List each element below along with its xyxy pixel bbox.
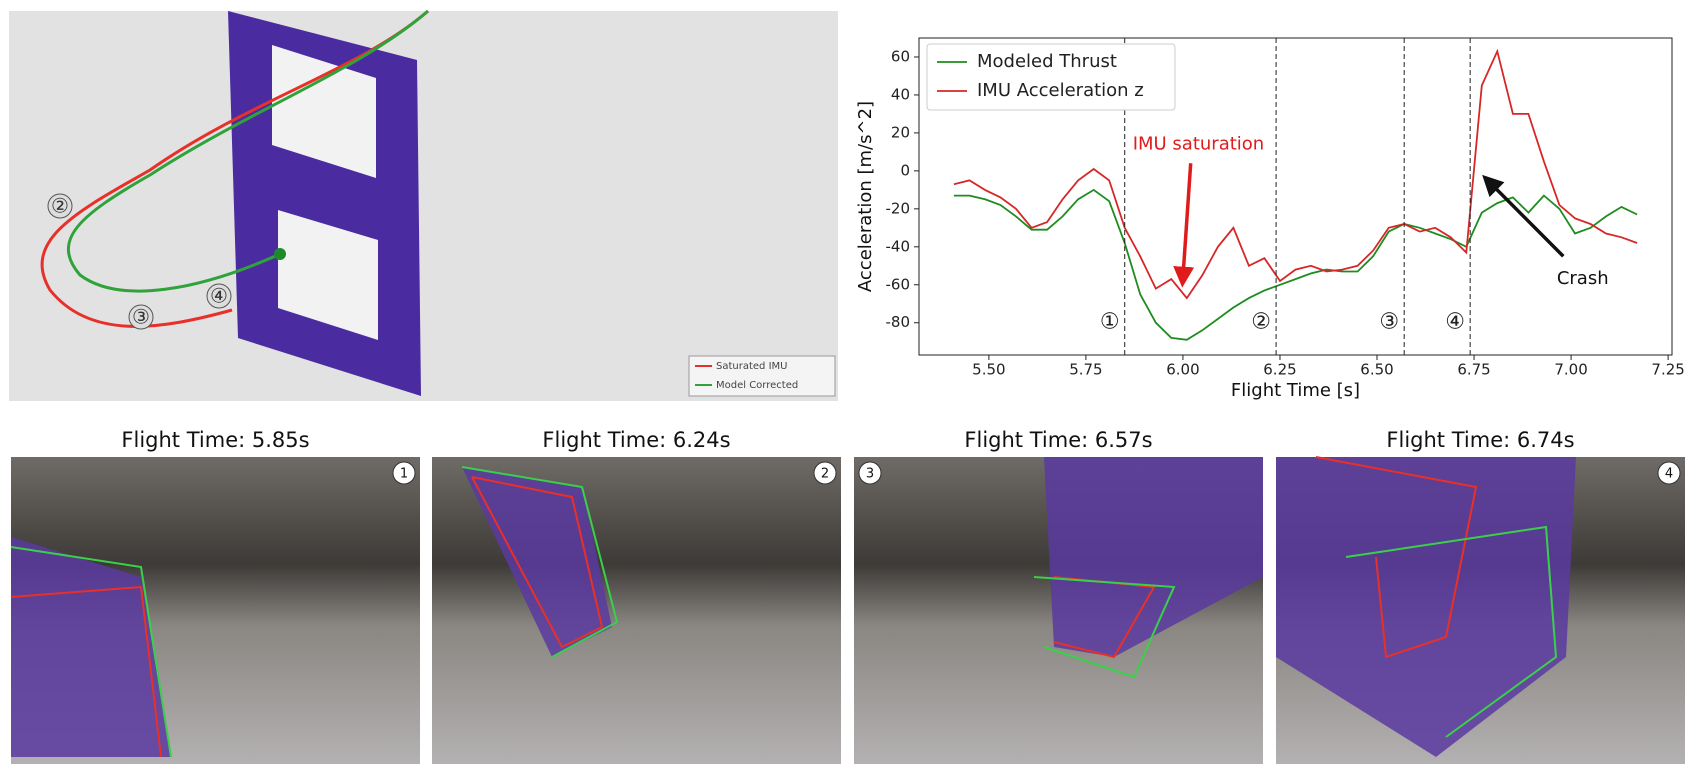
x-tick-label: 5.75 xyxy=(1069,361,1102,379)
event-label: ① xyxy=(1100,310,1120,335)
series-line xyxy=(953,48,1638,300)
green-box xyxy=(461,466,619,658)
x-tick-label: 7.25 xyxy=(1651,361,1684,379)
y-tick-label: -20 xyxy=(886,199,911,217)
plot-frame xyxy=(918,37,1673,356)
gate-window xyxy=(272,45,376,178)
legend-box xyxy=(926,43,1176,111)
badge-label: 2 xyxy=(821,467,829,482)
legend-label: Saturated IMU xyxy=(716,361,787,372)
green-trajectory xyxy=(67,9,429,293)
y-tick-label: 60 xyxy=(891,47,910,65)
badge xyxy=(1657,461,1681,485)
green-box xyxy=(10,546,172,758)
panel-title: Flight Time: 6.74s xyxy=(1386,428,1574,452)
y-tick-label: 20 xyxy=(891,123,910,141)
event-label: ③ xyxy=(1379,310,1399,335)
x-tick-label: 7.00 xyxy=(1554,361,1587,379)
y-tick-label: -80 xyxy=(886,313,911,331)
badge-label: 4 xyxy=(1665,467,1673,482)
series-line xyxy=(953,188,1638,341)
gate-in-photo xyxy=(1044,457,1263,657)
end-point xyxy=(274,248,286,260)
y-axis-label: Acceleration [m/s^2] xyxy=(855,101,876,292)
photo-panel: 2 xyxy=(432,457,841,764)
y-tick-label: -40 xyxy=(886,237,911,255)
red-box xyxy=(471,476,604,649)
event-label: ④ xyxy=(1445,310,1465,335)
photo-panel: 4 xyxy=(1276,456,1685,764)
y-tick-label: 0 xyxy=(900,161,910,179)
panel-title: Flight Time: 5.85s xyxy=(121,428,309,452)
render-legend xyxy=(688,355,836,397)
marker-label: ② xyxy=(51,194,69,218)
render-background xyxy=(9,11,838,401)
badge-label: 1 xyxy=(400,467,408,482)
photo-panel: 1 xyxy=(10,457,420,764)
x-tick-label: 6.50 xyxy=(1360,361,1393,379)
marker-label: ④ xyxy=(210,284,228,308)
x-tick-label: 6.75 xyxy=(1457,361,1490,379)
event-label: ② xyxy=(1251,310,1271,335)
gate-window xyxy=(278,210,378,340)
panel-title: Flight Time: 6.57s xyxy=(964,428,1152,452)
x-tick-label: 5.50 xyxy=(972,361,1005,379)
x-tick-label: 6.25 xyxy=(1263,361,1296,379)
marker-circle xyxy=(47,193,73,219)
badge xyxy=(813,461,837,485)
badge xyxy=(858,461,882,485)
red-box xyxy=(10,585,162,758)
annotation-arrow xyxy=(1482,174,1565,258)
marker-circle xyxy=(128,304,154,330)
marker-circle xyxy=(206,283,232,309)
gate-in-photo xyxy=(1276,457,1576,757)
gate-in-photo xyxy=(11,537,171,757)
gate-in-photo xyxy=(462,467,612,657)
photo-panel: 3 xyxy=(854,457,1263,764)
y-tick-label: -60 xyxy=(886,275,911,293)
trajectory-render xyxy=(9,9,838,401)
badge xyxy=(392,461,416,485)
y-tick-label: 40 xyxy=(891,85,910,103)
x-tick-label: 6.00 xyxy=(1166,361,1199,379)
red-box xyxy=(1315,456,1478,659)
marker-label: ③ xyxy=(132,305,150,329)
badge-label: 3 xyxy=(866,467,874,482)
annotation: IMU saturation xyxy=(1133,133,1265,154)
panel-title: Flight Time: 6.24s xyxy=(542,428,730,452)
legend-label: Modeled Thrust xyxy=(977,51,1117,72)
red-trajectory xyxy=(40,9,429,328)
annotation: Crash xyxy=(1557,268,1609,289)
green-box xyxy=(1345,525,1558,738)
x-axis-label: Flight Time [s] xyxy=(1231,380,1360,401)
green-box xyxy=(1033,576,1176,679)
legend-label: IMU Acceleration z xyxy=(977,80,1144,101)
annotation-arrow xyxy=(1173,163,1195,288)
legend-label: Model Corrected xyxy=(716,380,798,391)
